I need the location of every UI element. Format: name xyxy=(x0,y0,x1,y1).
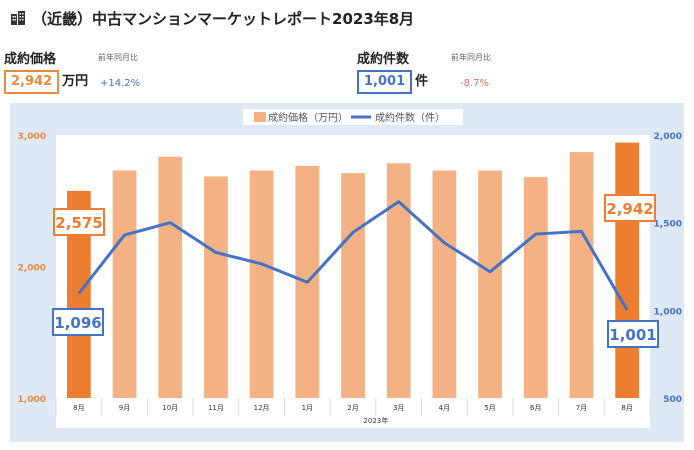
price-end-callout: 2,942 xyxy=(606,200,653,218)
bar xyxy=(249,170,274,398)
bar xyxy=(478,170,502,398)
bar xyxy=(112,170,137,398)
legend-label-bar: 成約価格（万円） xyxy=(268,111,348,124)
y-right-tick-label: 500 xyxy=(663,395,682,405)
kpi-count-yoy-label: 前年同月比 xyxy=(451,53,491,62)
price-end-callout-box xyxy=(604,194,656,222)
y-left-tick-label: 2,000 xyxy=(18,264,46,274)
bar xyxy=(158,156,183,398)
y-right-tick-label: 1,000 xyxy=(654,307,682,317)
kpi-price-yoy: +14.2% xyxy=(100,78,141,89)
kpi-count-unit: 件 xyxy=(415,74,429,89)
x-tick-label: 9月 xyxy=(119,404,130,412)
x-tick-label: 12月 xyxy=(254,404,270,412)
x-tick-label: 11月 xyxy=(208,404,224,412)
legend-swatch-bar xyxy=(254,112,266,122)
count-end-callout: 1,001 xyxy=(609,326,656,344)
bar xyxy=(432,170,457,398)
x-tick-label: 7月 xyxy=(576,404,587,412)
x-tick-label: 3月 xyxy=(393,404,404,412)
y-right-tick-label: 1,500 xyxy=(654,220,682,230)
count-start-callout-box xyxy=(52,308,104,336)
count-end-callout-box xyxy=(607,320,659,348)
building-icon xyxy=(11,11,25,25)
bar xyxy=(615,142,640,398)
x-tick-label: 4月 xyxy=(439,404,450,412)
x-axis-band xyxy=(56,398,650,428)
y-left-tick-label: 3,000 xyxy=(18,132,46,142)
bar xyxy=(523,177,548,398)
x-tick-label: 2月 xyxy=(347,404,358,412)
kpi-price-value: 2,942 xyxy=(4,70,60,94)
x-tick-label: 6月 xyxy=(530,404,541,412)
bar xyxy=(66,190,91,398)
x-tick-label: 1月 xyxy=(302,404,313,412)
legend-label-line: 成約件数（件） xyxy=(375,111,445,124)
count-start-callout: 1,096 xyxy=(54,314,101,332)
x-tick-label: 5月 xyxy=(484,404,495,412)
kpi-price-label: 成約価格 xyxy=(4,52,57,67)
x-tick-label: 10月 xyxy=(162,404,178,412)
kpi-count-yoy: -8.7% xyxy=(460,78,490,89)
report-header: （近畿）中古マンションマーケットレポート2023年8月 xyxy=(10,6,414,30)
page-title: （近畿）中古マンションマーケットレポート2023年8月 xyxy=(32,9,415,28)
kpi-count-label: 成約件数 xyxy=(357,52,410,67)
kpi-price-yoy-label: 前年同月比 xyxy=(98,53,138,62)
price-start-callout-box xyxy=(53,208,105,236)
y-left-tick-label: 1,000 xyxy=(18,395,46,405)
kpi-price: 成約価格 前年同月比 2,942 万円 +14.2% xyxy=(4,48,204,98)
x-tick-label: 8月 xyxy=(73,404,84,412)
count-line xyxy=(77,200,629,311)
bar xyxy=(569,152,594,398)
x-year-label: 2023年 xyxy=(363,416,388,425)
kpi-count: 成約件数 前年同月比 1,001 件 -8.7% xyxy=(357,48,557,98)
price-start-callout: 2,575 xyxy=(55,214,102,232)
kpi-count-value: 1,001 xyxy=(357,70,413,94)
bar xyxy=(341,173,365,398)
y-right-tick-label: 2,000 xyxy=(654,132,682,142)
kpi-price-unit: 万円 xyxy=(62,74,89,89)
bar xyxy=(386,163,411,398)
x-tick-label: 8月 xyxy=(621,404,632,412)
bar xyxy=(204,176,228,398)
